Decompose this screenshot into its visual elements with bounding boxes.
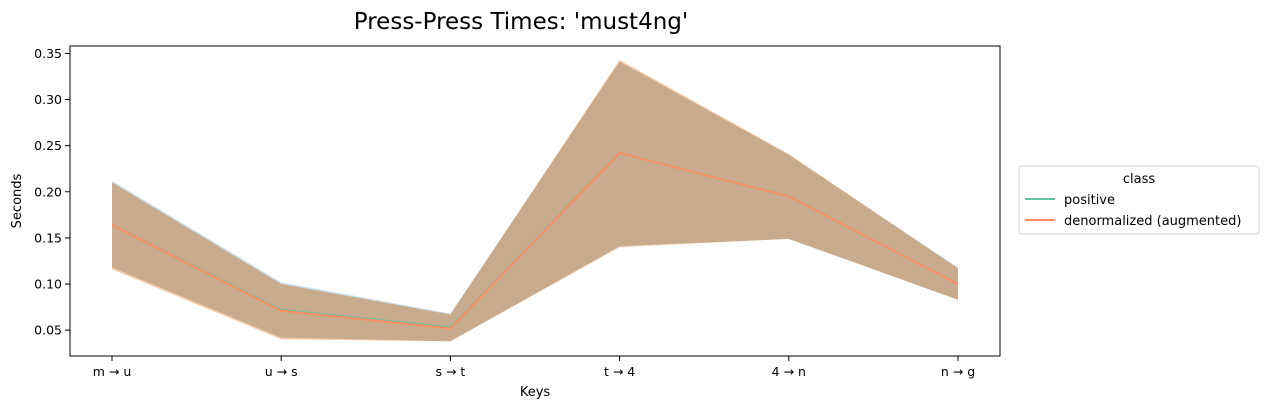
x-axis-label: Keys <box>520 385 551 400</box>
legend-entry-denormalized: denormalized (augmented) <box>1064 214 1241 229</box>
y-axis: 0.05 0.10 0.15 0.20 0.25 0.30 0.35 <box>34 46 70 338</box>
y-tick-label: 0.35 <box>34 46 62 61</box>
x-tick-label: s → t <box>435 364 465 379</box>
y-axis-label: Seconds <box>10 173 25 228</box>
x-tick-label: t → 4 <box>604 364 635 379</box>
plot-area-frame <box>69 45 1001 357</box>
x-tick-label: 4 → n <box>772 364 806 379</box>
y-tick-label: 0.30 <box>34 92 62 107</box>
y-tick-label: 0.20 <box>34 184 62 199</box>
y-tick-label: 0.25 <box>34 138 62 153</box>
x-tick-label: n → g <box>941 364 975 379</box>
y-tick-label: 0.10 <box>34 277 62 292</box>
band-overlap <box>112 61 958 342</box>
legend-entry-positive: positive <box>1064 193 1115 208</box>
x-axis: m → u u → s s → t t → 4 4 → n n → g <box>93 356 975 379</box>
y-tick-label: 0.15 <box>34 230 62 245</box>
y-tick-label: 0.05 <box>34 323 62 338</box>
x-tick-label: u → s <box>265 364 298 379</box>
legend-box <box>1018 165 1260 235</box>
x-tick-label: m → u <box>93 364 132 379</box>
series-lines <box>111 151 959 330</box>
legend-title: class <box>1123 172 1155 187</box>
legend: class positive denormalized (augmented) <box>1018 165 1260 235</box>
series-line-denormalized <box>111 151 959 330</box>
chart-title: Press-Press Times: 'must4ng' <box>354 9 688 35</box>
confidence-bands <box>112 59 958 342</box>
